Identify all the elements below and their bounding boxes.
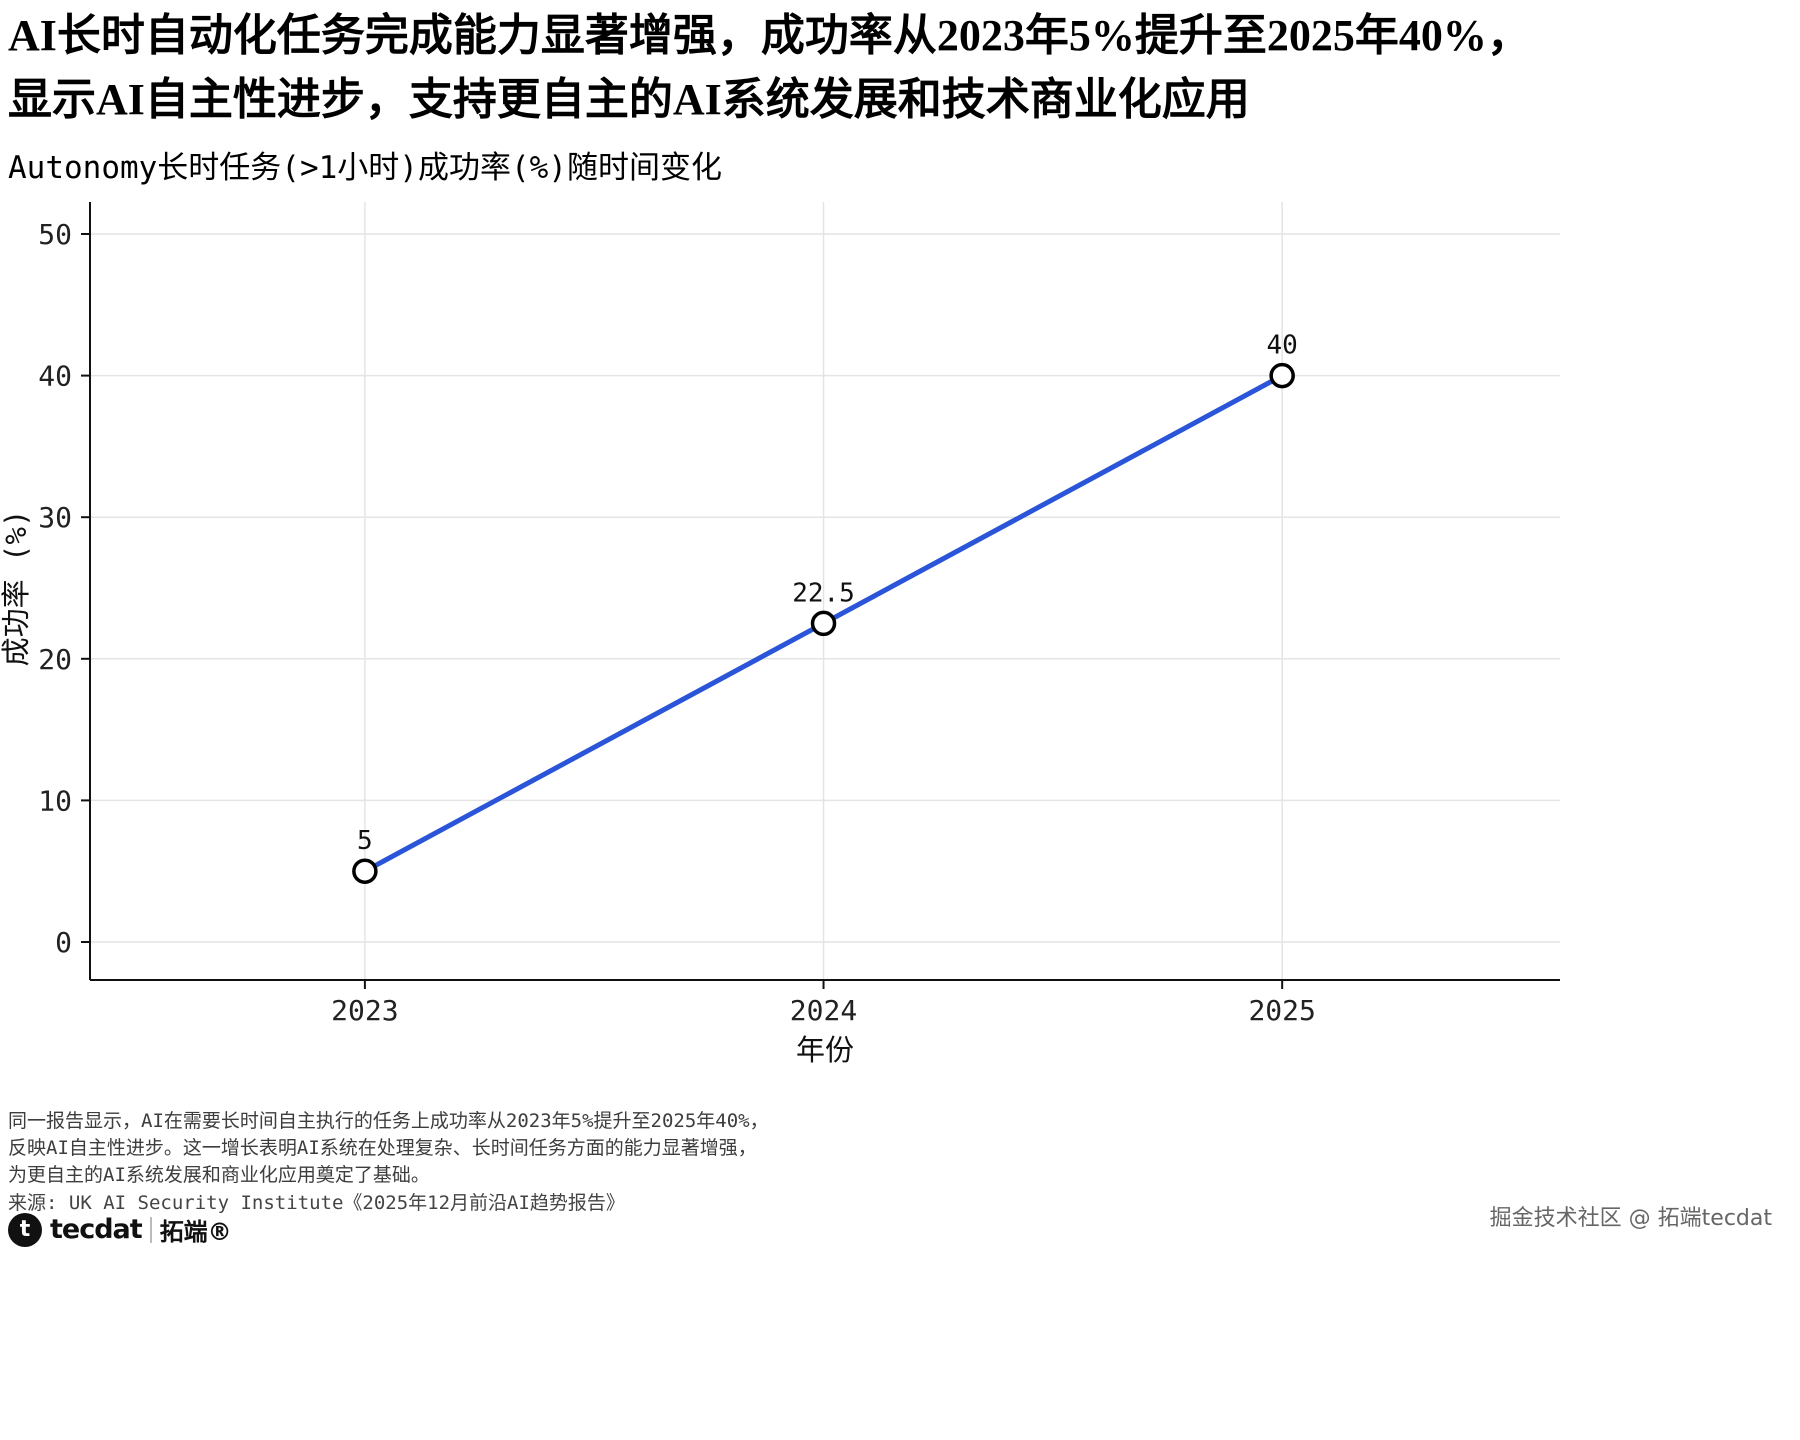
chart-subtitle: Autonomy长时任务(>1小时)成功率(%)随时间变化 [8,150,722,186]
footnote-line: 反映AI自主性进步。这一增长表明AI系统在处理复杂、长时间任务方面的能力显著增强… [8,1137,757,1159]
svg-text:年份: 年份 [796,1033,854,1067]
logo-divider [149,1216,152,1243]
headline-line-2: 显示AI自主性进步，支持更自主的AI系统发展和技术商业化应用 [8,75,1250,124]
svg-text:50: 50 [38,218,72,251]
svg-text:2024: 2024 [790,994,857,1027]
svg-text:0: 0 [55,926,72,959]
chart-headline: AI长时自动化任务完成能力显著增强，成功率从2023年5%提升至2025年40%… [8,4,1788,132]
svg-text:10: 10 [38,784,72,817]
tecdat-logo-text: tecdat [50,1214,143,1245]
community-watermark: 掘金技术社区 @ 拓端tecdat [1489,1206,1772,1231]
tecdat-logo-icon: t [8,1212,42,1247]
footnote-line: 同一报告显示，AI在需要长时间自主执行的任务上成功率从2023年5%提升至202… [8,1110,769,1132]
svg-text:22.5: 22.5 [792,578,855,608]
svg-text:20: 20 [38,643,72,676]
svg-text:40: 40 [1267,331,1298,361]
svg-text:2025: 2025 [1248,994,1315,1027]
headline-line-1: AI长时自动化任务完成能力显著增强，成功率从2023年5%提升至2025年40%… [8,11,1531,60]
footnote-line: 为更自主的AI系统发展和商业化应用奠定了基础。 [8,1164,430,1186]
svg-text:5: 5 [357,826,373,856]
source-citation: 来源: UK AI Security Institute《2025年12月前沿A… [8,1192,625,1214]
svg-text:2023: 2023 [331,994,398,1027]
svg-text:40: 40 [38,360,72,393]
svg-text:30: 30 [38,501,72,534]
svg-text:成功率 (%): 成功率 (%) [0,510,33,667]
tecdat-logo: t tecdat 拓端® [8,1212,232,1247]
line-chart-canvas: 0 10 20 30 40 50 2023 2024 2025 年份 成功率 (%) 5 22.5 40 [0,202,1560,1067]
chart-footnotes: 同一报告显示，AI在需要长时间自主执行的任务上成功率从2023年5%提升至202… [8,1108,769,1189]
line-chart: 0 10 20 30 40 50 2023 2024 2025 年份 成功率 (%) 5 22.5 40 [0,192,1800,1072]
tecdat-logo-cn: 拓端® [159,1218,232,1246]
